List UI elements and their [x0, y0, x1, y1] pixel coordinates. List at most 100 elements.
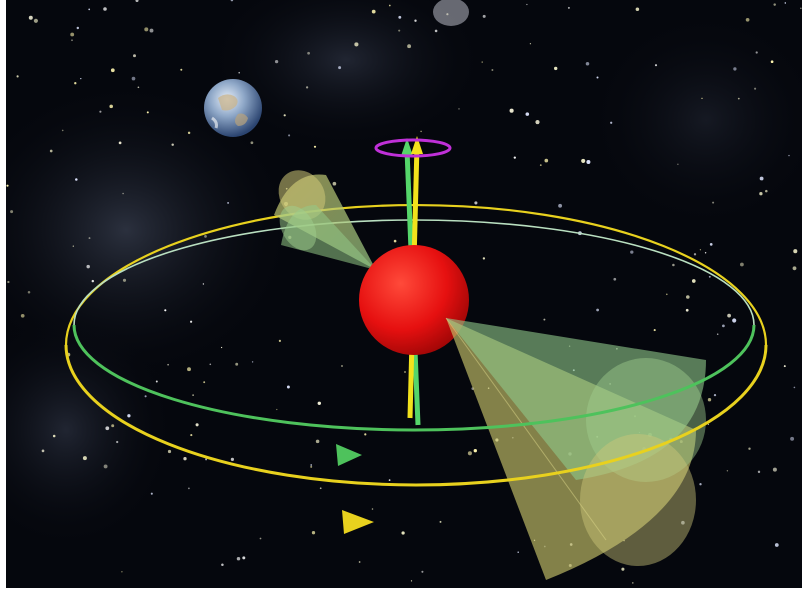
star-dot	[481, 61, 483, 63]
star-dot	[748, 447, 751, 450]
star-dot	[539, 164, 542, 166]
star-dot	[116, 440, 119, 444]
star-dot	[630, 250, 634, 254]
star-dot	[251, 361, 254, 363]
star-dot	[236, 556, 241, 561]
star-dot	[202, 283, 205, 285]
star-dot	[135, 0, 139, 3]
star-dot	[283, 114, 286, 117]
star-dot	[75, 178, 78, 181]
star-dot	[259, 537, 262, 540]
space-scene	[6, 0, 802, 588]
star-dot	[610, 121, 613, 124]
star-dot	[558, 203, 563, 208]
star-dot	[341, 365, 343, 367]
star-dot	[388, 479, 391, 481]
star-dot	[144, 27, 149, 32]
star-dot	[137, 86, 140, 89]
star-dot	[699, 249, 702, 251]
star-dot	[88, 237, 91, 240]
star-dot	[122, 278, 127, 282]
star-dot	[371, 9, 376, 14]
star-dot	[793, 249, 798, 254]
star-dot	[446, 13, 449, 16]
star-dot	[250, 141, 254, 145]
star-dot	[666, 293, 668, 296]
star-dot	[235, 362, 239, 366]
star-dot	[190, 434, 193, 437]
star-dot	[635, 7, 640, 12]
star-dot	[319, 487, 322, 490]
star-dot	[204, 235, 207, 238]
star-dot	[315, 439, 320, 444]
star-dot	[274, 59, 279, 64]
star-dot	[529, 43, 532, 45]
star-dot	[305, 86, 309, 89]
star-dot	[709, 243, 713, 246]
star-dot	[745, 17, 750, 22]
star-dot	[732, 318, 737, 323]
star-dot	[80, 77, 82, 80]
star-dot	[410, 580, 413, 582]
star-dot	[754, 87, 757, 90]
star-dot	[677, 163, 679, 165]
earth	[204, 79, 262, 137]
star-dot	[49, 149, 53, 153]
star-dot	[509, 108, 514, 113]
star-dot	[517, 551, 519, 553]
star-dot	[596, 76, 599, 79]
star-dot	[76, 26, 80, 30]
star-dot	[41, 449, 45, 453]
scene-canvas	[6, 0, 802, 584]
star-dot	[613, 277, 617, 281]
star-dot	[792, 266, 797, 271]
star-dot	[155, 380, 158, 383]
star-dot	[765, 189, 768, 193]
star-dot	[759, 192, 763, 196]
star-dot	[404, 371, 406, 373]
star-dot	[103, 7, 107, 11]
orbit-yellow-arrow	[342, 510, 374, 534]
star-dot	[654, 64, 658, 67]
beam-cone-large	[445, 317, 706, 580]
star-dot	[685, 308, 689, 312]
star-dot	[586, 160, 591, 164]
star-dot	[72, 245, 74, 247]
star-dot	[774, 543, 779, 547]
star-dot	[420, 130, 422, 133]
star-dot	[338, 66, 342, 70]
star-dot	[103, 464, 108, 469]
star-dot	[131, 76, 136, 81]
star-dot	[759, 176, 764, 181]
star-dot	[164, 309, 167, 312]
star-dot	[458, 108, 460, 110]
star-dot	[691, 279, 696, 283]
star-dot	[713, 393, 717, 397]
star-dot	[596, 308, 599, 312]
star-dot	[311, 531, 316, 535]
star-dot	[276, 408, 278, 411]
star-dot	[220, 346, 223, 349]
star-dot	[278, 339, 282, 343]
star-dot	[544, 158, 549, 163]
star-dot	[434, 29, 438, 33]
star-dot	[491, 69, 494, 71]
orbit-front	[64, 324, 768, 487]
star-dot	[535, 120, 540, 125]
star-dot	[513, 156, 516, 159]
star-dot	[307, 51, 310, 55]
star-dot	[793, 386, 796, 389]
beam-cone-small	[274, 170, 376, 270]
star-dot	[71, 39, 73, 42]
star-dot	[6, 184, 9, 187]
nebula	[6, 0, 802, 550]
star-dot	[121, 571, 123, 573]
star-dot	[693, 253, 697, 256]
star-dot	[474, 201, 478, 205]
star-dot	[111, 424, 115, 428]
star-dot	[188, 487, 190, 490]
star-dot	[653, 329, 656, 332]
star-dot	[358, 561, 361, 563]
star-dot	[27, 290, 31, 294]
star-dot	[699, 483, 702, 486]
